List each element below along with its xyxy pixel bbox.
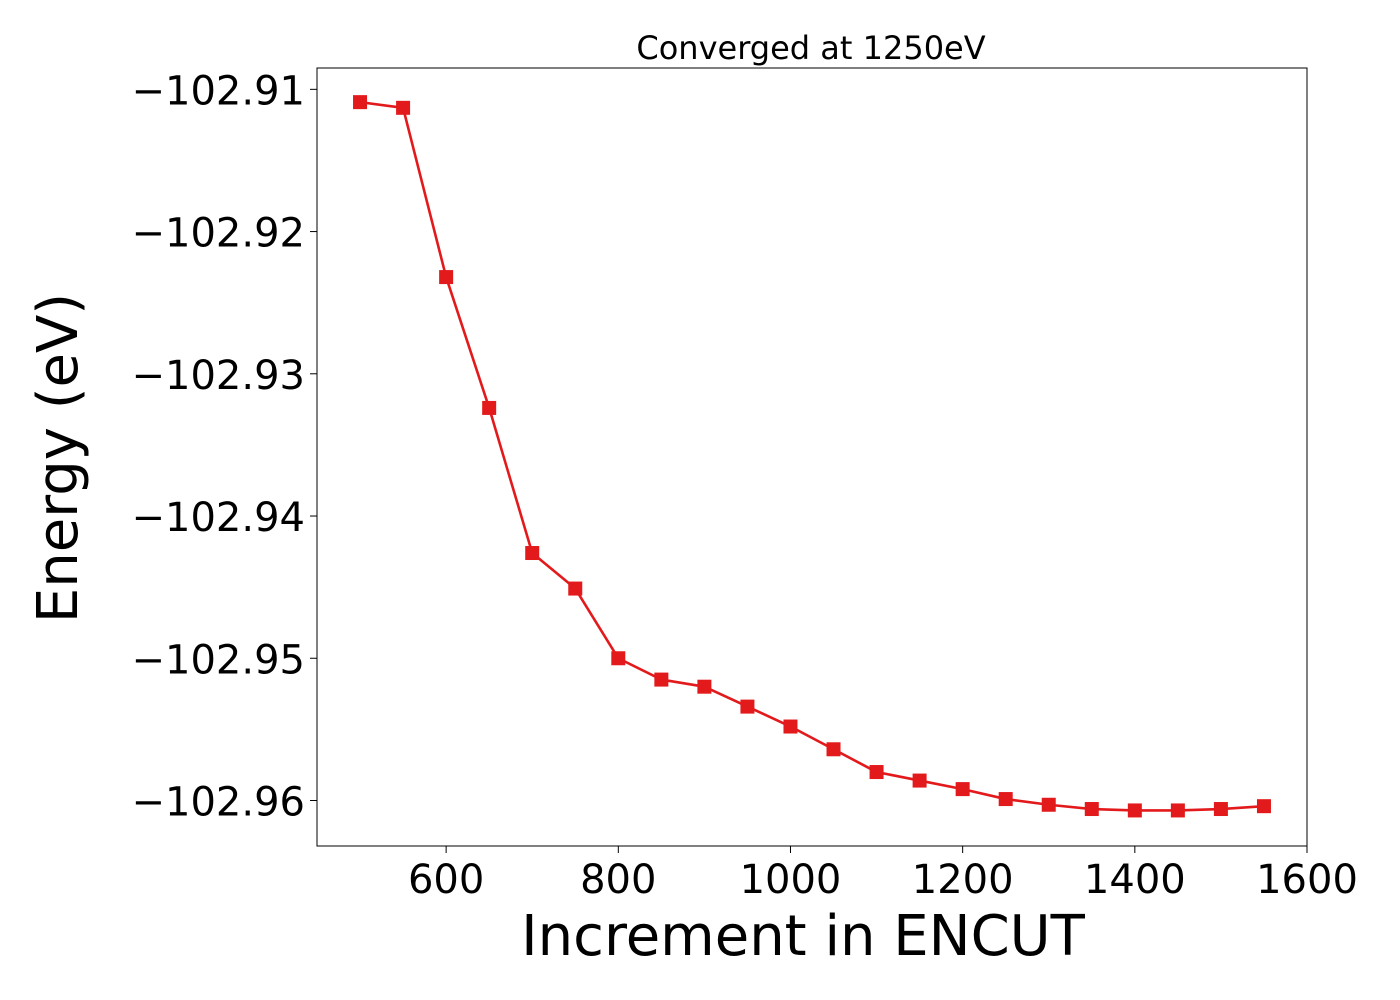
data-point-marker xyxy=(525,546,540,561)
axis-ticks: 600 800 1000 1200 1400 1600 −102.91 −102.92 −102… xyxy=(132,68,1358,903)
y-tick-label: −102.91 xyxy=(132,68,305,114)
x-axis-label: Increment in ENCUT xyxy=(521,904,1086,969)
data-point-marker xyxy=(955,782,970,797)
data-point-marker xyxy=(611,651,626,666)
data-point-marker xyxy=(1213,802,1228,817)
data-point-marker xyxy=(439,270,454,285)
data-point-marker xyxy=(998,792,1013,807)
data-point-marker xyxy=(697,679,712,694)
data-point-marker xyxy=(1170,803,1185,818)
x-tick-label: 1000 xyxy=(740,857,842,903)
y-tick-label: −102.95 xyxy=(132,637,305,683)
y-tick-label: −102.96 xyxy=(132,779,305,825)
data-point-marker xyxy=(783,719,798,734)
data-point-marker xyxy=(1256,799,1271,814)
x-tick-label: 1400 xyxy=(1084,857,1186,903)
data-series xyxy=(353,95,1271,818)
x-tick-label: 1600 xyxy=(1256,857,1358,903)
plot-area-frame xyxy=(316,67,1308,847)
chart-title: Converged at 1250eV xyxy=(636,29,985,67)
y-tick-label: −102.93 xyxy=(132,353,305,399)
y-axis-label: Energy (eV) xyxy=(26,293,91,623)
y-tick-label: −102.92 xyxy=(132,211,305,257)
data-point-marker xyxy=(740,699,755,714)
data-point-marker xyxy=(654,672,669,687)
data-point-marker xyxy=(1127,803,1142,818)
x-tick-label: 1200 xyxy=(912,857,1014,903)
x-tick-label: 600 xyxy=(408,857,484,903)
data-point-marker xyxy=(1041,797,1056,812)
data-point-marker xyxy=(482,400,497,415)
data-point-marker xyxy=(912,773,927,788)
data-point-marker xyxy=(826,742,841,757)
data-point-marker xyxy=(869,765,884,780)
data-point-marker xyxy=(396,100,411,115)
data-point-marker xyxy=(1084,802,1099,817)
data-point-marker xyxy=(353,95,368,110)
data-point-marker xyxy=(568,581,583,596)
series-line xyxy=(359,100,1265,812)
y-tick-label: −102.94 xyxy=(132,495,305,541)
x-tick-label: 800 xyxy=(580,857,656,903)
